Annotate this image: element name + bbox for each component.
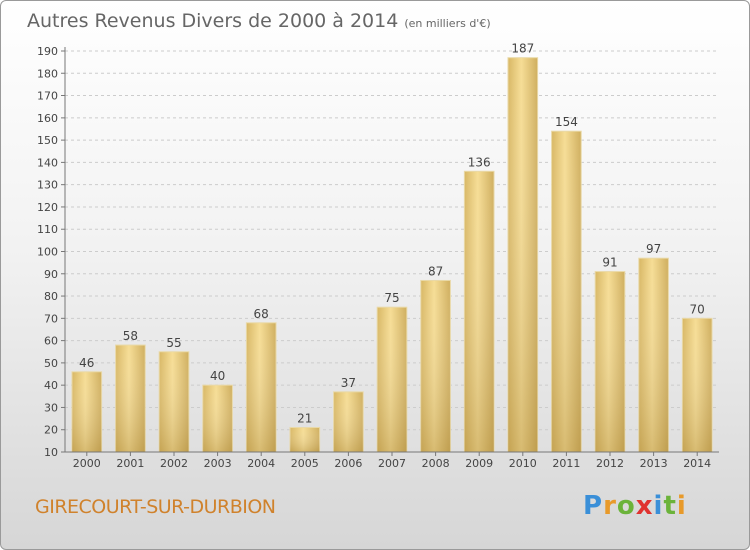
logo-letter: P (583, 491, 604, 521)
x-tick-label-2002: 2002 (160, 457, 188, 470)
bar-shade-2013 (638, 258, 669, 452)
x-tick-label-2001: 2001 (116, 457, 144, 470)
data-label-2010: 187 (511, 42, 534, 56)
x-tick-label-2004: 2004 (247, 457, 275, 470)
bar-shade-2000 (71, 371, 102, 452)
x-tick-label-2000: 2000 (73, 457, 101, 470)
x-tick-label-2006: 2006 (334, 457, 362, 470)
logo-letter: r (603, 491, 617, 521)
logo-letter: t (663, 491, 677, 521)
bar-shade-2005 (289, 427, 320, 452)
y-tick-label: 190 (37, 45, 58, 58)
bar-shade-2008 (420, 280, 451, 452)
bar-shade-2014 (682, 318, 713, 452)
bar-shade-2004 (246, 322, 277, 452)
logo-letter: x (635, 491, 654, 521)
bar-shade-2007 (377, 307, 407, 452)
data-label-2003: 40 (210, 369, 225, 383)
y-tick-label: 130 (37, 179, 58, 192)
city-name: GIRECOURT-SUR-DURBION (35, 496, 276, 518)
y-tick-label: 80 (44, 290, 58, 303)
data-label-2005: 21 (297, 411, 312, 425)
data-label-2011: 154 (555, 115, 578, 129)
bar-shade-2002 (159, 351, 189, 452)
x-tick-label-2007: 2007 (378, 457, 406, 470)
x-tick-label-2011: 2011 (552, 457, 580, 470)
data-label-2002: 55 (166, 336, 181, 350)
bar-shade-2006 (333, 391, 364, 452)
y-tick-label: 50 (44, 357, 58, 370)
bar-shade-2003 (202, 385, 233, 452)
y-tick-label: 170 (37, 90, 58, 103)
data-label-2004: 68 (254, 307, 269, 321)
bar-shade-2001 (115, 345, 146, 452)
chart-title: Autres Revenus Divers de 2000 à 2014 (en … (27, 10, 491, 32)
y-tick-label: 100 (37, 246, 58, 259)
data-label-2006: 37 (341, 376, 356, 390)
data-label-2001: 58 (123, 329, 138, 343)
x-tick-label-2003: 2003 (204, 457, 232, 470)
x-tick-label-2012: 2012 (596, 457, 624, 470)
chart-subtitle: (en milliers d'€) (404, 17, 491, 30)
y-tick-label: 90 (44, 268, 58, 281)
data-label-2012: 91 (602, 256, 617, 270)
data-label-2000: 46 (79, 356, 94, 370)
bar-shade-2009 (464, 171, 495, 453)
bar-shade-2010 (507, 57, 538, 452)
logo-letter: i (653, 491, 664, 521)
data-label-2007: 75 (384, 291, 399, 305)
data-label-2014: 70 (690, 302, 705, 316)
y-tick-label: 60 (44, 335, 58, 348)
y-tick-label: 140 (37, 156, 58, 169)
y-tick-label: 10 (44, 446, 58, 459)
x-tick-label-2014: 2014 (683, 457, 711, 470)
bar-shade-2012 (595, 271, 625, 452)
x-tick-label-2009: 2009 (465, 457, 493, 470)
y-tick-label: 70 (44, 312, 58, 325)
y-tick-label: 30 (44, 401, 58, 414)
x-tick-label-2013: 2013 (640, 457, 668, 470)
y-tick-label: 160 (37, 112, 58, 125)
data-label-2008: 87 (428, 264, 443, 278)
chart-title-text: Autres Revenus Divers de 2000 à 2014 (27, 10, 399, 32)
x-tick-label-2010: 2010 (509, 457, 537, 470)
data-label-2013: 97 (646, 242, 661, 256)
proxiti-logo: Proxiti (583, 491, 687, 521)
y-tick-label: 40 (44, 379, 58, 392)
y-tick-label: 110 (37, 223, 58, 236)
x-tick-label-2005: 2005 (291, 457, 319, 470)
y-tick-label: 150 (37, 134, 58, 147)
x-tick-label-2008: 2008 (422, 457, 450, 470)
y-tick-label: 120 (37, 201, 58, 214)
y-tick-label: 20 (44, 424, 58, 437)
logo-letter: i (676, 491, 687, 521)
bar-shade-2011 (551, 131, 582, 452)
y-tick-label: 180 (37, 67, 58, 80)
logo-letter: o (616, 491, 636, 521)
data-label-2009: 136 (468, 155, 491, 169)
